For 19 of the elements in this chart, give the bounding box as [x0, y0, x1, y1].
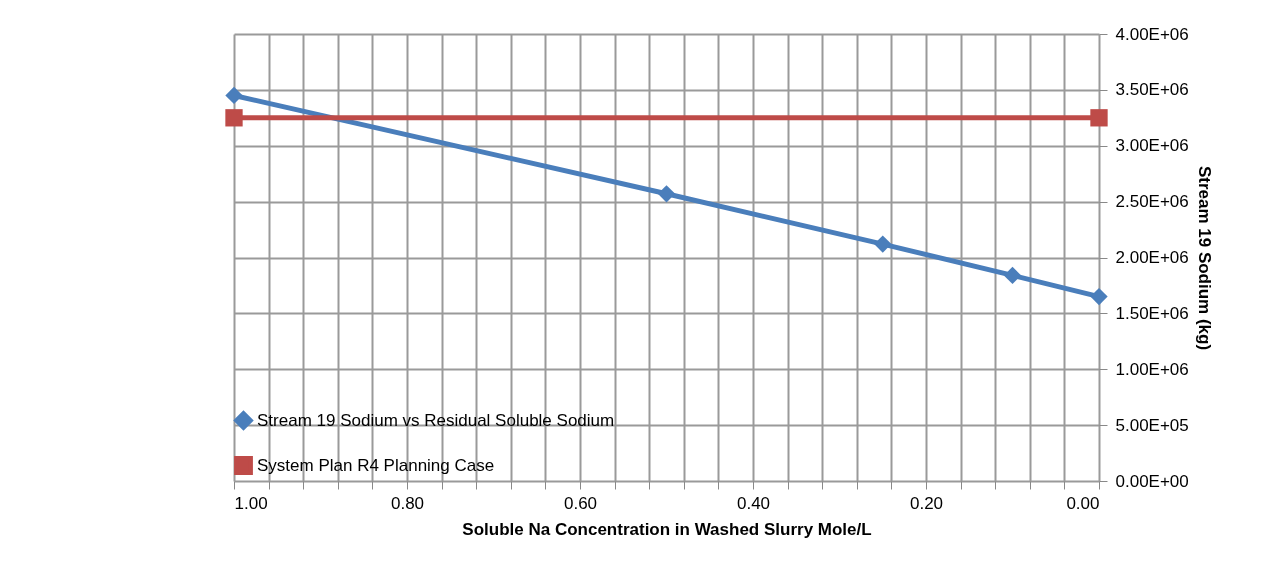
x-tick-label: 0.80	[390, 493, 425, 513]
y-tick-label: 2.00E+06	[1115, 248, 1189, 267]
y-tick-label: 3.50E+06	[1115, 80, 1189, 100]
legend-label: System Plan R4 Planning Case	[257, 455, 495, 475]
y-tick-label: 1.50E+06	[1115, 303, 1189, 323]
x-tick-label: 0.00	[1066, 493, 1100, 513]
y-tick-label: 4.00E+06	[1115, 24, 1189, 44]
y-tick-label: 0.00E+00	[1115, 471, 1189, 491]
x-tick-label: 0.40	[736, 493, 771, 513]
y-tick-label: 1.00E+06	[1115, 359, 1189, 379]
y-axis-title: Stream 19 Sodium (kg)	[1194, 165, 1214, 351]
y-tick-label: 5.00E+05	[1115, 415, 1189, 435]
legend-label: Stream 19 Sodium vs Residual Soluble Sodium	[257, 410, 615, 430]
x-tick-label: 0.60	[563, 493, 598, 513]
y-tick-label: 3.00E+06	[1115, 136, 1189, 156]
x-tick-label: 1.00	[234, 493, 268, 513]
x-tick-label: 0.20	[909, 493, 944, 513]
x-axis-title: Soluble Na Concentration in Washed Slurry Mole/L	[462, 519, 872, 539]
y-tick-label: 2.50E+06	[1115, 192, 1189, 212]
